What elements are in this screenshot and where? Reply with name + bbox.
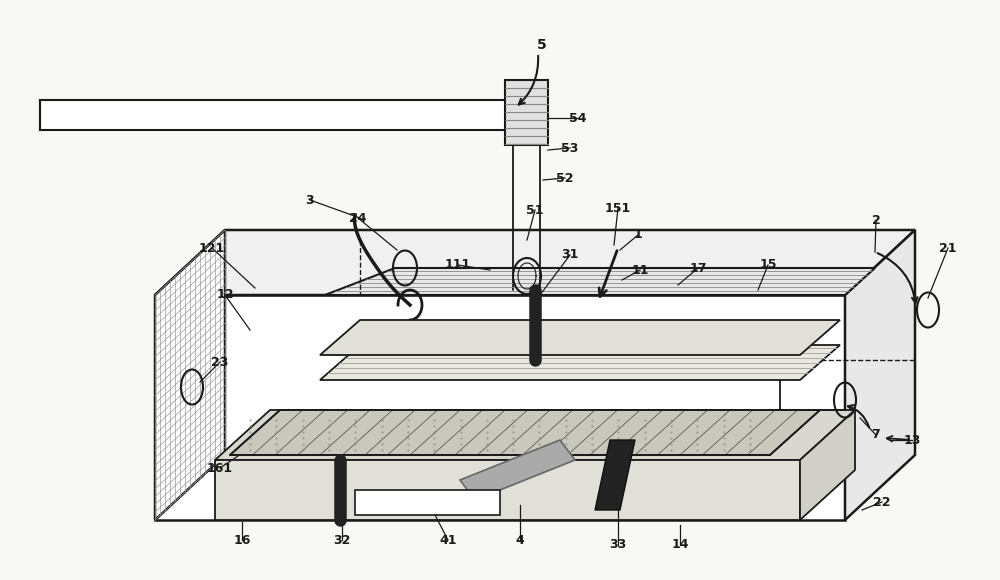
Text: 3: 3 — [306, 194, 314, 206]
Text: 13: 13 — [903, 433, 921, 447]
Polygon shape — [355, 490, 500, 515]
Text: 1: 1 — [634, 229, 642, 241]
Polygon shape — [460, 440, 575, 500]
Polygon shape — [845, 230, 915, 520]
Text: 7: 7 — [872, 429, 880, 441]
Text: 121: 121 — [199, 241, 225, 255]
Text: 5: 5 — [537, 38, 547, 52]
Text: 4: 4 — [516, 534, 524, 546]
Polygon shape — [595, 440, 635, 510]
Text: 12: 12 — [216, 288, 234, 302]
Polygon shape — [800, 410, 855, 520]
Text: 32: 32 — [333, 534, 351, 546]
Polygon shape — [155, 295, 845, 520]
Text: 14: 14 — [671, 538, 689, 552]
Text: 21: 21 — [939, 241, 957, 255]
Text: 22: 22 — [873, 495, 891, 509]
Polygon shape — [230, 410, 820, 455]
Text: 17: 17 — [689, 262, 707, 274]
Text: 2: 2 — [872, 213, 880, 227]
Polygon shape — [40, 100, 530, 130]
Polygon shape — [325, 268, 875, 295]
Text: 23: 23 — [211, 356, 229, 368]
Polygon shape — [320, 345, 840, 380]
Polygon shape — [505, 80, 548, 145]
Text: 52: 52 — [556, 172, 574, 184]
Text: 41: 41 — [439, 534, 457, 546]
Text: 54: 54 — [569, 111, 587, 125]
Text: 31: 31 — [561, 248, 579, 262]
Polygon shape — [155, 230, 915, 295]
Polygon shape — [320, 320, 840, 355]
Text: 11: 11 — [631, 263, 649, 277]
Text: 53: 53 — [561, 142, 579, 154]
Text: 33: 33 — [609, 538, 627, 552]
Text: 111: 111 — [445, 259, 471, 271]
Text: 15: 15 — [759, 259, 777, 271]
Text: 161: 161 — [207, 462, 233, 474]
Text: 151: 151 — [605, 201, 631, 215]
Text: 16: 16 — [233, 534, 251, 546]
Polygon shape — [215, 410, 855, 460]
Text: 24: 24 — [349, 212, 367, 224]
Text: 51: 51 — [526, 204, 544, 216]
Polygon shape — [215, 460, 800, 520]
Polygon shape — [155, 230, 225, 520]
